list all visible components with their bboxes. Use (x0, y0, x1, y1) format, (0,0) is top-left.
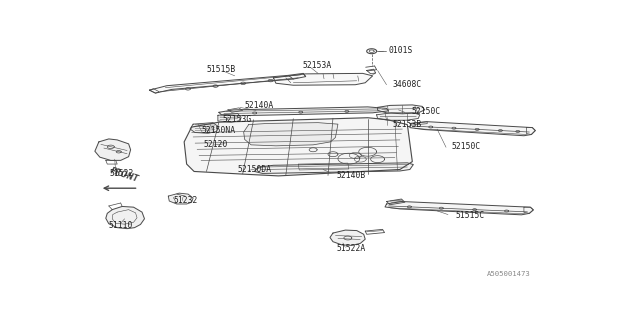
Text: 52153B: 52153B (392, 120, 422, 129)
Polygon shape (273, 73, 372, 85)
Polygon shape (219, 107, 388, 116)
Polygon shape (95, 139, 131, 160)
Polygon shape (190, 123, 219, 133)
Text: 51110: 51110 (109, 221, 133, 230)
Text: 52150C: 52150C (412, 107, 440, 116)
Text: 52153A: 52153A (302, 61, 332, 70)
Text: 52120: 52120 (203, 140, 227, 149)
Polygon shape (106, 206, 145, 228)
Text: 51515C: 51515C (456, 211, 485, 220)
Polygon shape (330, 230, 365, 245)
Polygon shape (244, 123, 338, 146)
Text: 52150C: 52150C (452, 142, 481, 151)
Text: 51515B: 51515B (207, 65, 236, 74)
Polygon shape (150, 73, 306, 93)
Text: 51232: 51232 (173, 196, 198, 205)
Polygon shape (168, 193, 193, 204)
Polygon shape (387, 199, 405, 205)
Text: 52150DA: 52150DA (237, 165, 272, 174)
Text: A505001473: A505001473 (486, 271, 531, 277)
Polygon shape (255, 163, 413, 173)
Text: 34608C: 34608C (392, 80, 422, 89)
Text: 0101S: 0101S (388, 46, 413, 55)
Polygon shape (378, 105, 425, 114)
Polygon shape (376, 113, 420, 120)
Text: 52140B: 52140B (337, 171, 366, 180)
Polygon shape (410, 122, 535, 136)
Polygon shape (385, 202, 533, 215)
Text: 52153G: 52153G (222, 115, 252, 124)
Text: FRONT: FRONT (109, 167, 140, 184)
Text: 52150NA: 52150NA (202, 126, 236, 135)
Text: 51522A: 51522A (337, 244, 366, 253)
Text: 51522: 51522 (110, 169, 134, 178)
Polygon shape (218, 114, 241, 122)
Text: 52140A: 52140A (244, 101, 274, 110)
Polygon shape (184, 118, 412, 176)
